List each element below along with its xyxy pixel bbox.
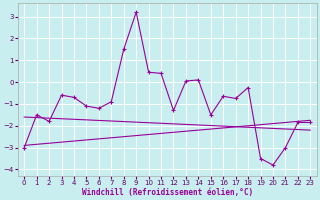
X-axis label: Windchill (Refroidissement éolien,°C): Windchill (Refroidissement éolien,°C) [82, 188, 253, 197]
